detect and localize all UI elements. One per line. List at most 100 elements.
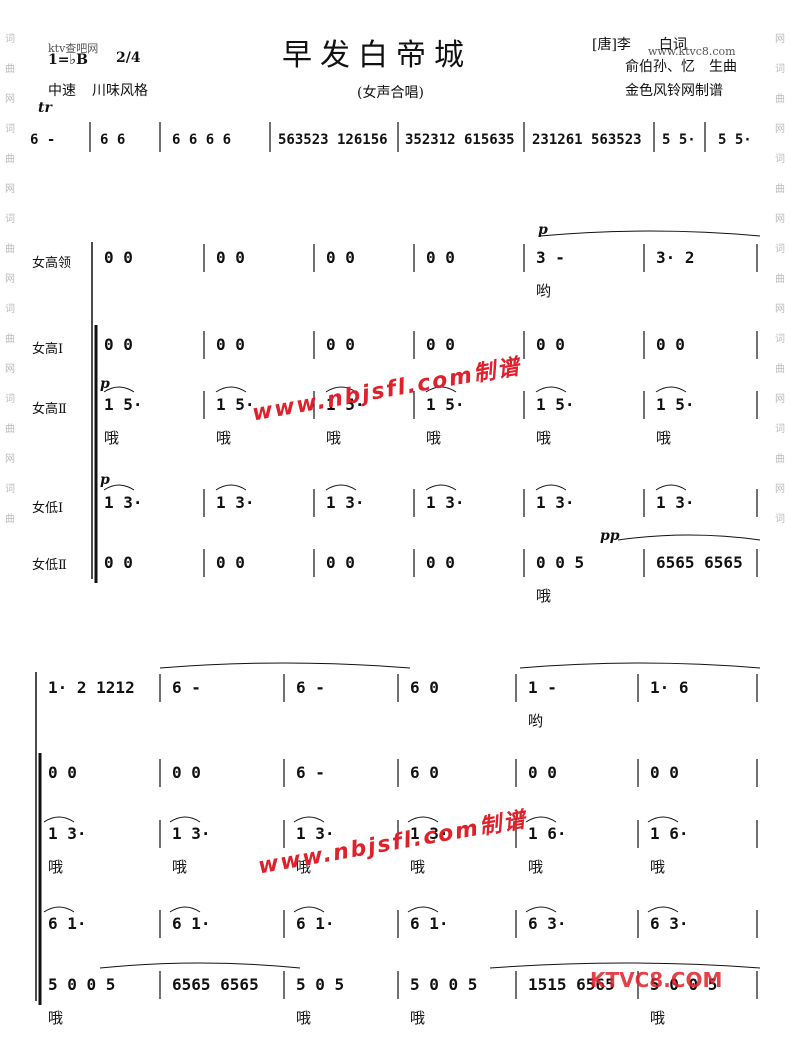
edge-char: 网 xyxy=(5,184,15,195)
measure-notes: 0 0 xyxy=(216,335,245,354)
edge-char: 曲 xyxy=(5,154,15,165)
measure-notes: 6565 6565 xyxy=(172,975,259,994)
slur xyxy=(525,906,557,913)
measure-notes: 1 5· xyxy=(426,395,465,414)
time-signature: 2/4 xyxy=(116,50,141,66)
measure-notes: 1 5· xyxy=(326,395,365,414)
measure-notes: 6 3· xyxy=(528,914,567,933)
slur xyxy=(103,386,135,393)
lyric: 哦 xyxy=(650,858,666,876)
measure-notes: 1 3· xyxy=(326,493,365,512)
lyric: 哦 xyxy=(410,1009,426,1027)
measure-notes: 1 5· xyxy=(216,395,255,414)
intro-measure: 231261 563523 xyxy=(532,132,642,148)
lyric: 哦 xyxy=(104,429,120,447)
measure-notes: 6 0 xyxy=(410,678,439,697)
key-signature: 1=♭B xyxy=(48,52,88,68)
measure-notes: 0 0 xyxy=(216,553,245,572)
measure-notes: 0 0 xyxy=(426,553,455,572)
measure-notes: 1 6· xyxy=(528,824,567,843)
score-maker: 金色风铃网制谱 xyxy=(625,83,723,99)
intro-measure: 6 6 xyxy=(100,132,126,148)
edge-char: 曲 xyxy=(5,514,15,525)
edge-char: 曲 xyxy=(775,274,785,285)
intro-measure: 6 - xyxy=(30,132,56,148)
measure-notes: 0 0 xyxy=(216,248,245,267)
slur xyxy=(293,816,325,823)
dynamic-pp-alto-2: pp xyxy=(600,528,620,544)
edge-char: 曲 xyxy=(5,244,15,255)
edge-char: 曲 xyxy=(5,334,15,345)
right-edge-text: 网词曲网词曲网词曲网词曲网词曲网词 xyxy=(774,25,786,535)
slur xyxy=(425,386,457,393)
site-url-right: www.ktvc8.com xyxy=(648,45,736,58)
slur xyxy=(169,816,201,823)
dynamic-p-soprano-2: p xyxy=(100,376,110,392)
edge-char: 词 xyxy=(5,124,15,135)
slur xyxy=(655,484,687,491)
measure-notes: 6 - xyxy=(172,678,201,697)
edge-char: 词 xyxy=(5,34,15,45)
lyric: 哦 xyxy=(528,858,544,876)
slur xyxy=(169,906,201,913)
edge-char: 词 xyxy=(5,484,15,495)
measure-notes: 0 0 xyxy=(536,335,565,354)
measure-notes: 3 - xyxy=(536,248,565,267)
page-title: 早发白帝城 xyxy=(282,38,472,73)
lyric: 哦 xyxy=(536,429,552,447)
slur xyxy=(647,816,679,823)
slur xyxy=(215,484,247,491)
lyric: 哦 xyxy=(296,1009,312,1027)
subtitle: (女声合唱) xyxy=(357,85,424,101)
intro-measure: 5 5· xyxy=(662,132,696,148)
measure-notes: 0 0 xyxy=(326,248,355,267)
slur xyxy=(647,906,679,913)
edge-char: 网 xyxy=(775,394,785,405)
lyric: 哦 xyxy=(48,1009,64,1027)
slur xyxy=(519,662,761,669)
measure-notes: 6 - xyxy=(296,678,325,697)
part-label-soprano-lead: 女高领 xyxy=(32,256,72,271)
measure-notes: 1 6· xyxy=(650,824,689,843)
lyric: 哦 xyxy=(48,858,64,876)
measure-notes: 5 0 5 xyxy=(296,975,345,994)
edge-char: 词 xyxy=(5,214,15,225)
edge-char: 词 xyxy=(775,244,785,255)
slur xyxy=(43,906,75,913)
edge-char: 词 xyxy=(775,424,785,435)
composer: 俞伯孙、忆 生曲 xyxy=(625,59,737,75)
measure-notes: 1515 6565 xyxy=(528,975,615,994)
measure-notes: 6 - xyxy=(296,763,325,782)
slur xyxy=(43,816,75,823)
lyricist: [唐]李 白词 xyxy=(592,37,687,53)
measure-notes: 1 3· xyxy=(410,824,449,843)
measure-notes: 0 0 5 xyxy=(536,553,585,572)
measure-notes: 1 3· xyxy=(426,493,465,512)
lyric: 哦 xyxy=(172,858,188,876)
lyric: 哦 xyxy=(410,858,426,876)
measure-notes: 1 - xyxy=(528,678,557,697)
slur xyxy=(215,386,247,393)
measure-notes: 1 3· xyxy=(656,493,695,512)
measure-notes: 1 3· xyxy=(172,824,211,843)
edge-char: 词 xyxy=(5,394,15,405)
edge-char: 曲 xyxy=(775,454,785,465)
measure-notes: 0 0 xyxy=(104,248,133,267)
slur xyxy=(407,906,439,913)
part-label-alto-2: 女低Ⅱ xyxy=(32,558,67,573)
measure-notes: 1 5· xyxy=(536,395,575,414)
trill-marking: tr xyxy=(38,100,52,116)
measure-notes: 5 0 0 5 xyxy=(48,975,116,994)
slur xyxy=(539,230,761,237)
tempo-marking: 中速 xyxy=(48,83,76,99)
measure-notes: 1 3· xyxy=(296,824,335,843)
measure-notes: 0 0 xyxy=(326,553,355,572)
dynamic-p-lead: p xyxy=(538,222,548,238)
measure-notes: 3· 2 xyxy=(656,248,695,267)
measure-notes: 6 3· xyxy=(650,914,689,933)
edge-char: 词 xyxy=(775,154,785,165)
lyric: 哦 xyxy=(326,429,342,447)
slur xyxy=(489,962,761,969)
measure-notes: 0 0 xyxy=(426,335,455,354)
edge-char: 网 xyxy=(775,124,785,135)
